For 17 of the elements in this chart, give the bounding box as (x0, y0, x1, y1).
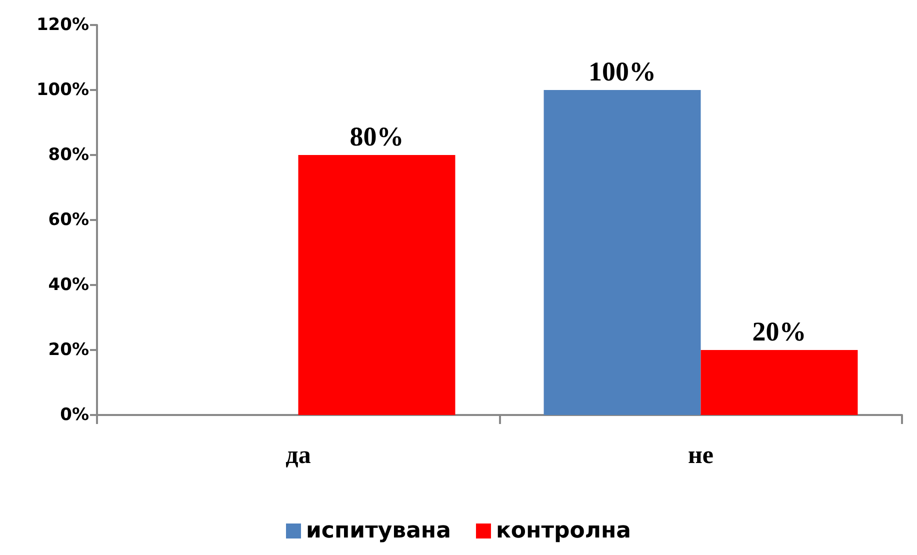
data-label: 20% (752, 316, 806, 346)
y-tick-label: 100% (36, 80, 89, 100)
bar (544, 90, 701, 415)
y-tick-label: 0% (60, 405, 89, 425)
y-tick-label: 20% (48, 340, 89, 360)
y-tick-label: 60% (48, 210, 89, 230)
legend-label: испитувана (306, 518, 451, 544)
data-label: 80% (350, 122, 404, 152)
legend-label: контролна (496, 518, 632, 544)
y-tick-label: 80% (48, 145, 89, 165)
bar (700, 350, 858, 415)
y-tick-label: 40% (48, 275, 89, 295)
y-tick-label: 120% (36, 15, 89, 35)
data-label: 100% (588, 56, 656, 86)
bar (298, 155, 456, 415)
x-tick-label: да (286, 442, 312, 469)
x-tick-label: не (688, 442, 714, 469)
